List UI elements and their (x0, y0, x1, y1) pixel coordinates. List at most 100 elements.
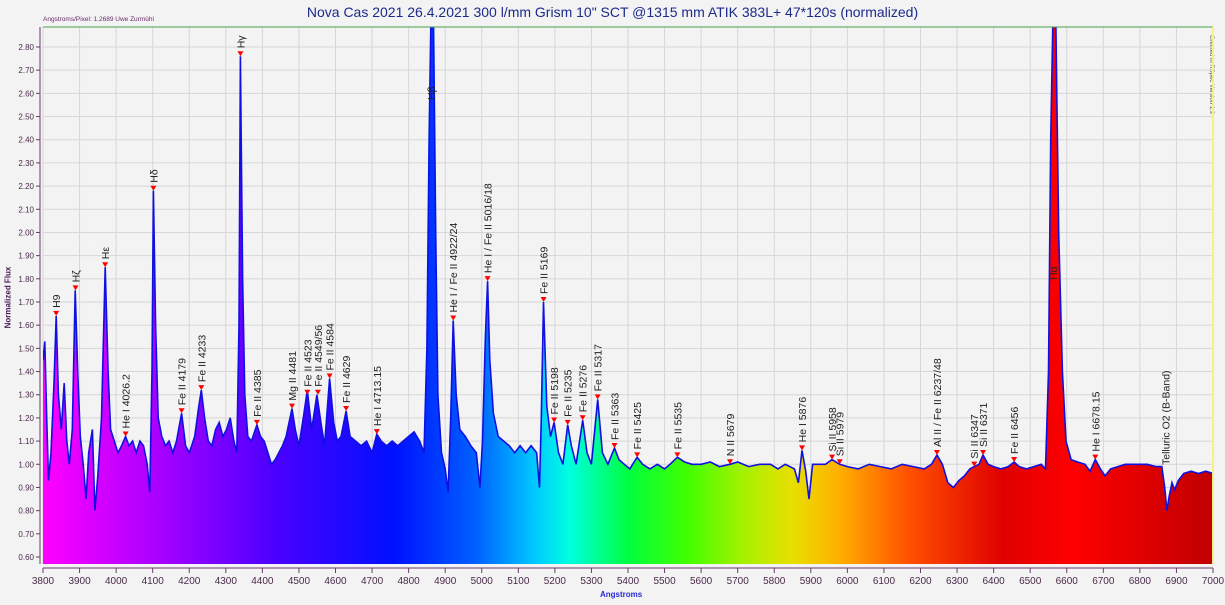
x-tick-label: 3800 (32, 576, 55, 587)
peak-marker (634, 452, 641, 458)
line-label: Si II 6347 (969, 414, 981, 459)
line-label: He I 5876 (797, 397, 809, 443)
line-label: Hβ (426, 86, 438, 100)
peak-marker (122, 431, 129, 437)
x-tick-label: 4300 (215, 576, 238, 587)
line-label: Si II 6371 (978, 402, 990, 447)
peak-marker (304, 389, 311, 395)
x-tick-label: 6000 (836, 576, 859, 587)
line-label: Fe II 5535 (672, 402, 684, 449)
y-tick-label: 0.60 (18, 553, 34, 562)
x-tick-label: 6500 (1019, 576, 1042, 587)
y-tick-label: 1.30 (18, 391, 34, 400)
x-tick-label: 5500 (653, 576, 676, 587)
line-label: He I 4026.2 (121, 374, 133, 428)
line-label: Hγ (235, 35, 247, 49)
line-label: Fe II 5235 (563, 369, 575, 416)
peak-marker (450, 315, 457, 321)
peak-marker (198, 385, 205, 391)
peak-marker (484, 276, 491, 282)
spectrum-line (43, 27, 1213, 511)
line-label: Fe II 5198 (549, 367, 561, 414)
peak-marker (178, 408, 185, 414)
peak-marker (373, 429, 380, 435)
x-tick-label: 7000 (1202, 576, 1225, 587)
peak-marker (150, 185, 157, 191)
line-label: He I / Fe II 5016/18 (483, 183, 495, 273)
peak-marker (326, 373, 333, 379)
x-tick-label: 4100 (142, 576, 165, 587)
y-tick-label: 0.70 (18, 530, 34, 539)
x-tick-label: 5400 (617, 576, 640, 587)
y-tick-label: 1.10 (18, 437, 34, 446)
y-tick-label: 2.10 (18, 205, 34, 214)
peak-marker (343, 405, 350, 411)
x-tick-label: 6100 (873, 576, 896, 587)
y-tick-label: 2.40 (18, 136, 34, 145)
line-label: Si II 5979 (835, 412, 847, 457)
line-label: Hε (100, 247, 112, 260)
y-tick-label: 2.30 (18, 159, 34, 168)
line-label: Fe II 5276 (578, 365, 590, 412)
x-tick-label: 4800 (398, 576, 421, 587)
peak-marker (288, 403, 295, 409)
line-label: Fe II 5317 (593, 344, 605, 391)
x-tick-label: 5100 (507, 576, 530, 587)
spectrum-area (43, 27, 1213, 564)
line-label: He I 4713.15 (372, 366, 384, 426)
x-tick-label: 4000 (105, 576, 128, 587)
peak-marker (1092, 454, 1099, 460)
y-tick-label: 2.00 (18, 228, 34, 237)
line-label: Fe II 5363 (609, 393, 621, 440)
x-tick-label: 6200 (909, 576, 932, 587)
x-tick-label: 4900 (434, 576, 457, 587)
peak-marker (564, 419, 571, 425)
y-tick-label: 1.20 (18, 414, 34, 423)
y-tick-label: 2.80 (18, 43, 34, 52)
x-tick-label: 6400 (983, 576, 1006, 587)
y-tick-label: 2.70 (18, 66, 34, 75)
y-tick-label: 1.40 (18, 368, 34, 377)
peak-marker (829, 454, 836, 460)
y-tick-label: 1.60 (18, 321, 34, 330)
x-tick-label: 5900 (800, 576, 823, 587)
peak-marker (53, 310, 60, 316)
peak-marker (594, 394, 601, 400)
y-tick-label: 2.60 (18, 89, 34, 98)
line-label: Fe II 4629 (341, 356, 353, 403)
x-tick-label: 5200 (544, 576, 567, 587)
y-tick-label: 0.90 (18, 483, 34, 492)
line-label: Fe II 4179 (177, 358, 189, 405)
y-tick-label: 1.80 (18, 275, 34, 284)
line-label: Si II 5958 (827, 407, 839, 452)
x-tick-label: 5300 (580, 576, 603, 587)
line-label: Fe II 4233 (196, 335, 208, 382)
line-label: He I / Fe II 4922/24 (448, 222, 460, 312)
peak-marker (551, 417, 558, 423)
x-tick-label: 3900 (68, 576, 91, 587)
peak-marker (237, 51, 244, 57)
peak-marker (72, 285, 79, 291)
line-label: Hδ (148, 169, 160, 183)
line-label: N II 5679 (725, 414, 737, 457)
y-tick-label: 0.80 (18, 507, 34, 516)
line-annotations: H9 Hζ Hε He I 4026.2 Hδ Fe II 4179 Fe II 4233 H… (51, 35, 1172, 467)
x-tick-label: 5800 (763, 576, 786, 587)
peak-marker (1011, 456, 1018, 462)
peak-marker (102, 262, 109, 268)
line-label: H9 (51, 294, 63, 308)
peak-marker (314, 389, 321, 395)
y-tick-label: 2.20 (18, 182, 34, 191)
y-tick-label: 1.70 (18, 298, 34, 307)
line-label: Fe II 4584 (325, 323, 337, 370)
x-tick-label: 6800 (1129, 576, 1152, 587)
line-label: Telluric O2 (B-Band) (1160, 370, 1172, 465)
peak-marker (980, 450, 987, 455)
peak-marker (540, 297, 547, 302)
x-tick-label: 6600 (1056, 576, 1079, 587)
peak-marker (253, 419, 260, 425)
x-tick-label: 4200 (178, 576, 201, 587)
chart-title: Nova Cas 2021 26.4.2021 300 l/mm Grism 1… (306, 4, 919, 20)
x-tick-label: 4400 (251, 576, 274, 587)
y-tick-label: 1.90 (18, 252, 34, 261)
